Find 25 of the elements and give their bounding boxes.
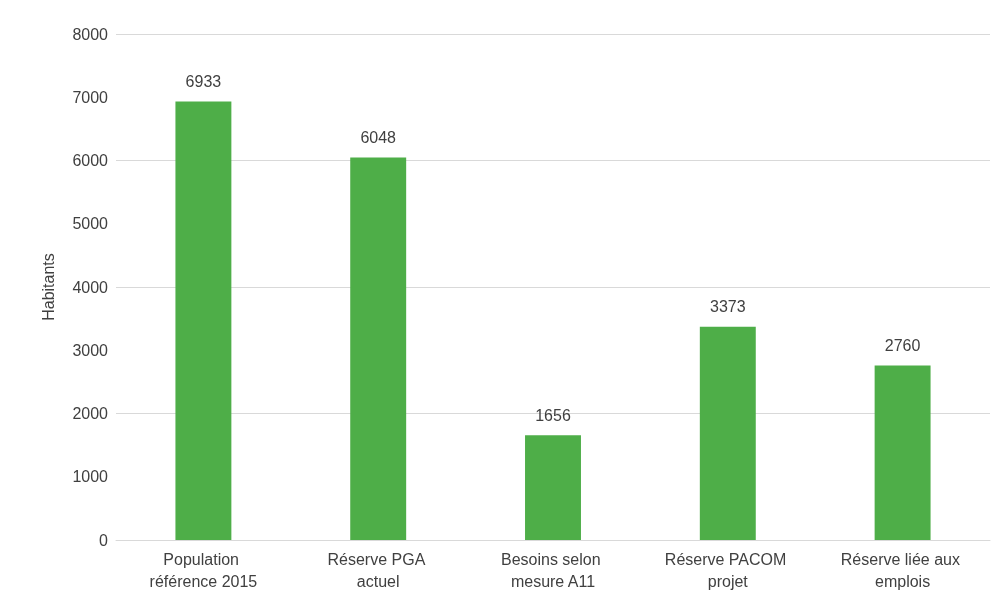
x-tick-label: Réserve PGA actuel — [327, 550, 429, 590]
y-tick-label: 8000 — [72, 25, 109, 43]
y-tick-label: 7000 — [72, 88, 109, 106]
data-label: 3373 — [710, 298, 746, 316]
data-label: 6048 — [360, 128, 397, 146]
data-label: 6933 — [185, 72, 222, 90]
bar — [699, 326, 756, 540]
y-tick-label: 6000 — [72, 152, 109, 169]
y-tick-label: 0 — [99, 531, 109, 549]
x-tick-label: Besoins selon mesure A11 — [500, 550, 606, 590]
data-label: 1656 — [535, 406, 571, 424]
y-tick-label: 1000 — [72, 468, 109, 486]
y-axis-title: Habitants — [39, 253, 57, 321]
y-tick-label: 2000 — [72, 405, 109, 422]
x-tick-label: Population référence 2015 — [149, 550, 258, 590]
y-tick-label: 4000 — [72, 278, 109, 296]
bar — [874, 365, 931, 540]
data-label: 2760 — [884, 336, 921, 354]
y-tick-label: 5000 — [72, 215, 109, 233]
bar — [525, 435, 581, 540]
x-tick-label: Réserve liée aux emplois — [840, 550, 965, 590]
x-tick-label: Réserve PACOM projet — [664, 550, 791, 590]
y-tick-label: 3000 — [72, 341, 109, 359]
bar — [350, 157, 407, 540]
bar — [175, 101, 232, 540]
